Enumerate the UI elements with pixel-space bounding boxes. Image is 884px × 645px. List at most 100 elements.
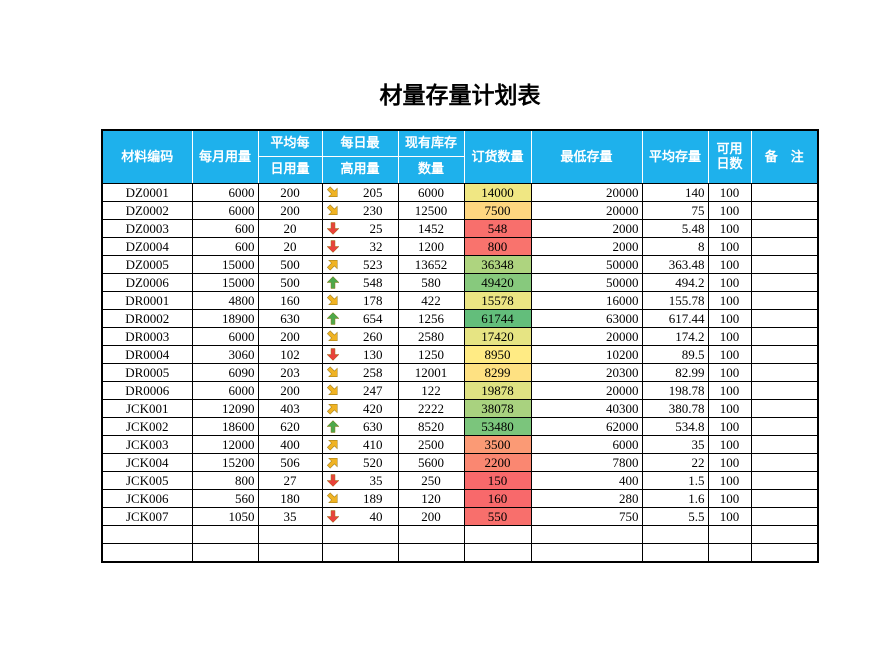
cell: 400 bbox=[530, 471, 643, 490]
cell: 548 bbox=[463, 219, 532, 238]
cell: 180 bbox=[257, 489, 323, 508]
data-row: DZ0006 15000 500 548 580 49420 50000 494.2 100 bbox=[101, 273, 819, 292]
cell: 2222 bbox=[397, 399, 465, 418]
cell: 630 bbox=[321, 417, 399, 436]
cell: 89.5 bbox=[641, 345, 709, 364]
cell: 7800 bbox=[530, 453, 643, 472]
empty-cell bbox=[707, 525, 752, 544]
remark-cell bbox=[750, 435, 819, 454]
remark-cell bbox=[750, 489, 819, 508]
cell: 617.44 bbox=[641, 309, 709, 328]
remark-cell bbox=[750, 399, 819, 418]
remark-cell bbox=[750, 237, 819, 256]
cell: 8950 bbox=[463, 345, 532, 364]
header-cell: 备 注 bbox=[750, 129, 819, 184]
cell: 160 bbox=[257, 291, 323, 310]
cell: 8299 bbox=[463, 363, 532, 382]
cell: 100 bbox=[707, 453, 752, 472]
cell: 10200 bbox=[530, 345, 643, 364]
cell: 155.78 bbox=[641, 291, 709, 310]
cell: 4800 bbox=[191, 291, 259, 310]
cell: 102 bbox=[257, 345, 323, 364]
cell: 17420 bbox=[463, 327, 532, 346]
cell-text: 189 bbox=[363, 491, 383, 506]
cell: JCK001 bbox=[101, 399, 193, 418]
cell: 5.5 bbox=[641, 507, 709, 526]
cell: 140 bbox=[641, 183, 709, 202]
cell: 1050 bbox=[191, 507, 259, 526]
remark-cell bbox=[750, 291, 819, 310]
cell: 230 bbox=[321, 201, 399, 220]
cell: 800 bbox=[191, 471, 259, 490]
cell: 363.48 bbox=[641, 255, 709, 274]
trend-icon bbox=[326, 294, 337, 305]
cell: 280 bbox=[530, 489, 643, 508]
data-row: JCK001 12090 403 420 2222 38078 40300 380.78 100 bbox=[101, 399, 819, 418]
empty-cell bbox=[191, 543, 259, 563]
trend-icon bbox=[325, 420, 340, 433]
cell-text: 230 bbox=[363, 203, 383, 218]
cell: 50000 bbox=[530, 255, 643, 274]
remark-cell bbox=[750, 219, 819, 238]
cell: 550 bbox=[463, 507, 532, 526]
cell: 20 bbox=[257, 237, 323, 256]
header-text: 高用量 bbox=[340, 162, 380, 177]
trend-icon bbox=[325, 312, 340, 325]
data-row: DZ0002 6000 200 230 12500 7500 20000 75 100 bbox=[101, 201, 819, 220]
remark-cell bbox=[750, 255, 819, 274]
cell: 6000 bbox=[191, 201, 259, 220]
cell: 100 bbox=[707, 309, 752, 328]
data-row: JCK006 560 180 189 120 160 280 1.6 100 bbox=[101, 489, 819, 508]
cell: 174.2 bbox=[641, 327, 709, 346]
empty-cell bbox=[750, 543, 819, 563]
remark-cell bbox=[750, 273, 819, 292]
cell: 35 bbox=[321, 471, 399, 490]
data-row: DZ0004 600 20 32 1200 800 2000 8 100 bbox=[101, 237, 819, 256]
cell: 600 bbox=[191, 237, 259, 256]
cell: 1.6 bbox=[641, 489, 709, 508]
cell: 100 bbox=[707, 273, 752, 292]
trend-icon bbox=[326, 458, 337, 469]
trend-icon bbox=[326, 384, 337, 395]
cell: 100 bbox=[707, 381, 752, 400]
cell: 100 bbox=[707, 255, 752, 274]
cell: 203 bbox=[257, 363, 323, 382]
cell: DZ0004 bbox=[101, 237, 193, 256]
cell-text: 25 bbox=[369, 221, 383, 236]
cell: 100 bbox=[707, 183, 752, 202]
empty-cell bbox=[257, 525, 323, 544]
cell: 410 bbox=[321, 435, 399, 454]
cell: 63000 bbox=[530, 309, 643, 328]
empty-cell bbox=[641, 543, 709, 563]
cell: 49420 bbox=[463, 273, 532, 292]
cell: 1250 bbox=[397, 345, 465, 364]
cell: 600 bbox=[191, 219, 259, 238]
cell: 260 bbox=[321, 327, 399, 346]
cell: 2500 bbox=[397, 435, 465, 454]
cell: JCK002 bbox=[101, 417, 193, 436]
cell: 32 bbox=[321, 237, 399, 256]
remark-cell bbox=[750, 453, 819, 472]
empty-cell bbox=[321, 525, 399, 544]
cell: DR0004 bbox=[101, 345, 193, 364]
cell: JCK005 bbox=[101, 471, 193, 490]
cell: 3500 bbox=[463, 435, 532, 454]
remark-cell bbox=[750, 327, 819, 346]
cell: 200 bbox=[257, 327, 323, 346]
cell: 506 bbox=[257, 453, 323, 472]
cell: 40 bbox=[321, 507, 399, 526]
cell: 122 bbox=[397, 381, 465, 400]
cell: JCK006 bbox=[101, 489, 193, 508]
cell: 750 bbox=[530, 507, 643, 526]
cell: 580 bbox=[397, 273, 465, 292]
cell: 7500 bbox=[463, 201, 532, 220]
remark-cell bbox=[750, 417, 819, 436]
cell: 420 bbox=[321, 399, 399, 418]
cell: 2000 bbox=[530, 219, 643, 238]
cell: 403 bbox=[257, 399, 323, 418]
cell: 5.48 bbox=[641, 219, 709, 238]
empty-cell bbox=[101, 525, 193, 544]
cell: 100 bbox=[707, 345, 752, 364]
cell: DR0001 bbox=[101, 291, 193, 310]
